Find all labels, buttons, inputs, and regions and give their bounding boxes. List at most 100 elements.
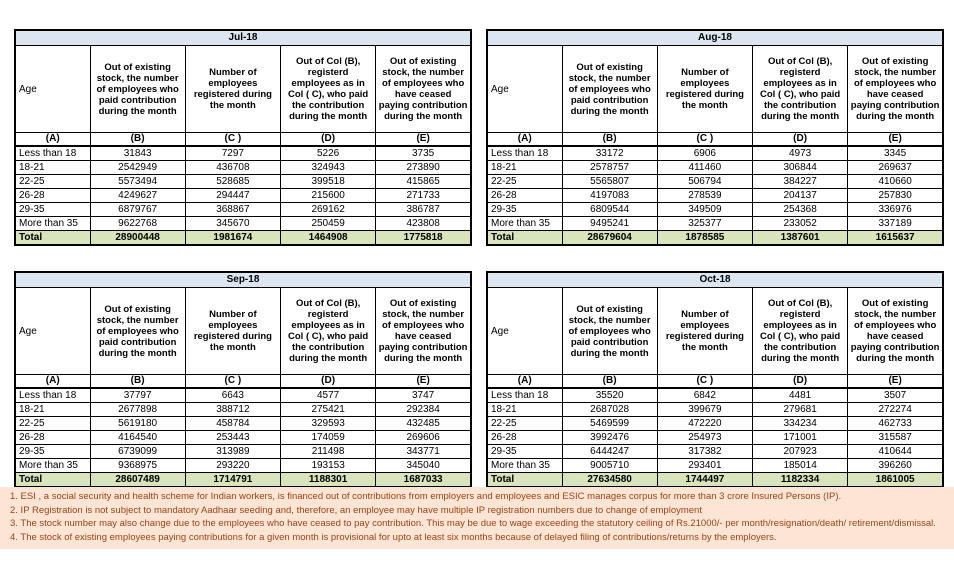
- letter-a: (A): [14, 374, 91, 389]
- letter-b: (B): [89, 132, 186, 147]
- value-cell: 6842: [656, 387, 754, 403]
- table-row: 18-21 2677898 388712 275421 292384: [14, 402, 472, 417]
- table-row: More than 35 9495241 325377 233052 337189: [486, 216, 944, 231]
- col-header-age: Age: [486, 45, 563, 133]
- value-cell: 528685: [184, 174, 282, 189]
- age-label: More than 35: [486, 216, 563, 231]
- value-cell: 37797: [89, 387, 186, 403]
- age-label: 29-35: [14, 202, 91, 217]
- col-header-c: Number of employees registered during th…: [656, 287, 754, 375]
- age-label: 29-35: [486, 202, 563, 217]
- value-cell: 3992476: [561, 430, 658, 445]
- value-cell: 257830: [847, 188, 944, 203]
- value-cell: 3735: [375, 145, 472, 161]
- value-cell: 5619180: [89, 416, 186, 431]
- value-cell: 2687028: [561, 402, 658, 417]
- value-cell: 336976: [847, 202, 944, 217]
- table-row: 22-25 5469599 472220 334234 462733: [486, 416, 944, 431]
- value-cell: 4164540: [89, 430, 186, 445]
- value-cell: 1615637: [847, 230, 944, 246]
- value-cell: 250459: [279, 216, 377, 231]
- letter-row: (A) (B) (C ) (D) (E): [14, 374, 472, 389]
- col-header-d: Out of Col (B), registerd employees as i…: [279, 45, 377, 133]
- letter-c: (C ): [656, 132, 754, 147]
- value-cell: 386787: [375, 202, 472, 217]
- total-label: Total: [486, 230, 563, 246]
- column-header-row: Age Out of existing stock, the number of…: [486, 287, 944, 375]
- letter-d: (D): [279, 132, 377, 147]
- age-label: 18-21: [486, 402, 563, 417]
- value-cell: 5226: [279, 145, 377, 161]
- value-cell: 5573494: [89, 174, 186, 189]
- value-cell: 345670: [184, 216, 282, 231]
- monthly-tables-grid: Jul-18 Age Out of existing stock, the nu…: [14, 29, 944, 488]
- value-cell: 215600: [279, 188, 377, 203]
- value-cell: 5469599: [561, 416, 658, 431]
- value-cell: 253443: [184, 430, 282, 445]
- value-cell: 410644: [847, 444, 944, 459]
- value-cell: 2677898: [89, 402, 186, 417]
- table-body: Less than 18 37797 6643 4577 3747 18-21 267789…: [14, 387, 472, 488]
- value-cell: 171001: [751, 430, 849, 445]
- table-row: 18-21 2542949 436708 324943 273890: [14, 160, 472, 175]
- value-cell: 272274: [847, 402, 944, 417]
- value-cell: 233052: [751, 216, 849, 231]
- footnote-2: 2. IP Registration is not subject to man…: [10, 504, 702, 516]
- value-cell: 345040: [375, 458, 472, 473]
- value-cell: 273890: [375, 160, 472, 175]
- table-row: 22-25 5565807 506794 384227 410660: [486, 174, 944, 189]
- month-title: Jul-18: [14, 29, 472, 46]
- age-label: 26-28: [486, 188, 563, 203]
- table-aug-18: Aug-18 Age Out of existing stock, the nu…: [486, 29, 944, 246]
- value-cell: 254368: [751, 202, 849, 217]
- value-cell: 313989: [184, 444, 282, 459]
- table-jul-18: Jul-18 Age Out of existing stock, the nu…: [14, 29, 472, 246]
- value-cell: 28607489: [89, 472, 186, 488]
- table-row: 22-25 5619180 458784 329593 432485: [14, 416, 472, 431]
- value-cell: 1387601: [751, 230, 849, 246]
- value-cell: 388712: [184, 402, 282, 417]
- value-cell: 4577: [279, 387, 377, 403]
- value-cell: 193153: [279, 458, 377, 473]
- table-row: 26-28 4164540 253443 174059 269606: [14, 430, 472, 445]
- value-cell: 1182334: [751, 472, 849, 488]
- value-cell: 306844: [751, 160, 849, 175]
- value-cell: 337189: [847, 216, 944, 231]
- value-cell: 458784: [184, 416, 282, 431]
- value-cell: 324943: [279, 160, 377, 175]
- total-row: Total 28679604 1878585 1387601 1615637: [486, 230, 944, 246]
- col-header-d: Out of Col (B), registerd employees as i…: [279, 287, 377, 375]
- letter-b: (B): [89, 374, 186, 389]
- age-label: More than 35: [14, 458, 91, 473]
- table-row: 18-21 2578757 411460 306844 269637: [486, 160, 944, 175]
- month-header-row: Sep-18: [14, 271, 472, 288]
- col-header-c: Number of employees registered during th…: [184, 45, 282, 133]
- value-cell: 317382: [656, 444, 754, 459]
- col-header-b: Out of existing stock, the number of emp…: [561, 287, 658, 375]
- table-row: Less than 18 35520 6842 4481 3507: [486, 387, 944, 403]
- value-cell: 269162: [279, 202, 377, 217]
- letter-b: (B): [561, 132, 658, 147]
- letter-a: (A): [486, 374, 563, 389]
- value-cell: 396260: [847, 458, 944, 473]
- column-header-row: Age Out of existing stock, the number of…: [14, 45, 472, 133]
- total-label: Total: [486, 472, 563, 488]
- age-label: 18-21: [14, 402, 91, 417]
- total-row: Total 28900448 1981674 1464908 1775818: [14, 230, 472, 246]
- table-body: Less than 18 31843 7297 5226 3735 18-21 254294…: [14, 145, 472, 246]
- value-cell: 9495241: [561, 216, 658, 231]
- col-header-age: Age: [14, 45, 91, 133]
- age-label: Less than 18: [486, 145, 563, 161]
- value-cell: 275421: [279, 402, 377, 417]
- age-label: 22-25: [486, 416, 563, 431]
- age-label: 22-25: [14, 174, 91, 189]
- month-header-row: Jul-18: [14, 29, 472, 46]
- age-label: 26-28: [14, 430, 91, 445]
- letter-b: (B): [561, 374, 658, 389]
- value-cell: 368867: [184, 202, 282, 217]
- letter-c: (C ): [184, 374, 282, 389]
- value-cell: 278539: [656, 188, 754, 203]
- value-cell: 423808: [375, 216, 472, 231]
- column-header-row: Age Out of existing stock, the number of…: [486, 45, 944, 133]
